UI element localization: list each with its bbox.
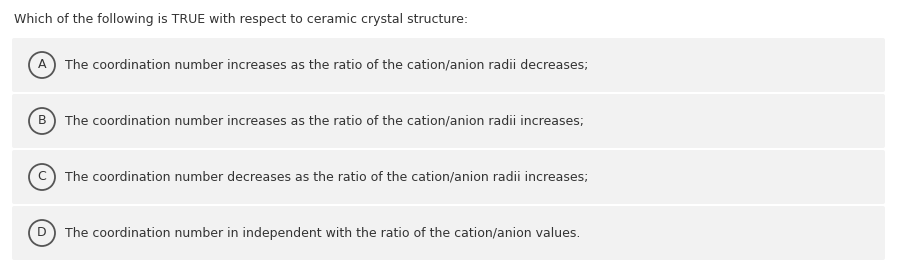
FancyBboxPatch shape: [12, 94, 885, 148]
FancyBboxPatch shape: [12, 150, 885, 204]
Text: Which of the following is TRUE with respect to ceramic crystal structure:: Which of the following is TRUE with resp…: [14, 13, 468, 26]
Text: C: C: [38, 170, 47, 183]
Text: A: A: [38, 58, 47, 72]
Text: The coordination number in independent with the ratio of the cation/anion values: The coordination number in independent w…: [65, 227, 580, 240]
FancyBboxPatch shape: [12, 38, 885, 92]
Text: B: B: [38, 115, 47, 128]
Text: The coordination number decreases as the ratio of the cation/anion radii increas: The coordination number decreases as the…: [65, 170, 588, 183]
Text: D: D: [37, 227, 47, 240]
FancyBboxPatch shape: [12, 206, 885, 260]
Text: The coordination number increases as the ratio of the cation/anion radii decreas: The coordination number increases as the…: [65, 58, 588, 72]
Text: The coordination number increases as the ratio of the cation/anion radii increas: The coordination number increases as the…: [65, 115, 584, 128]
